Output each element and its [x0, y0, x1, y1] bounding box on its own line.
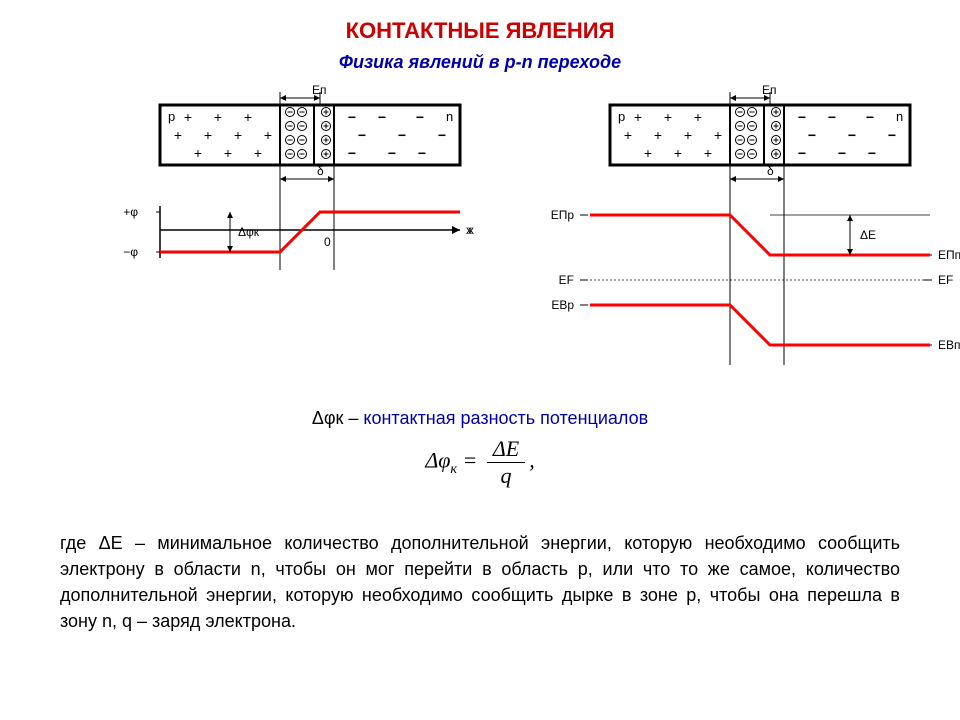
svg-text:−: − — [798, 109, 806, 125]
formula-lhs: Δφ — [425, 448, 450, 473]
svg-text:+: + — [634, 109, 642, 125]
svg-text:+: + — [694, 109, 702, 125]
svg-text:−: − — [378, 109, 386, 125]
svg-text:−φ: −φ — [123, 245, 138, 259]
caption-symbol: Δφк – — [312, 408, 364, 428]
svg-text:Δφк: Δφк — [238, 225, 260, 239]
svg-text:+: + — [234, 127, 242, 143]
svg-text:−: − — [848, 127, 856, 143]
svg-text:−: − — [358, 127, 366, 143]
svg-text:+: + — [184, 109, 192, 125]
svg-text:−: − — [418, 145, 426, 161]
svg-text:+: + — [644, 145, 652, 161]
svg-text:−: − — [416, 109, 424, 125]
svg-text:−: − — [348, 145, 356, 161]
svg-text:EF: EF — [938, 273, 953, 287]
svg-text:0: 0 — [324, 235, 331, 249]
svg-text:−: − — [868, 145, 876, 161]
svg-text:+: + — [674, 145, 682, 161]
svg-text:+: + — [194, 145, 202, 161]
svg-text:−: − — [438, 127, 446, 143]
svg-text:EF: EF — [559, 273, 574, 287]
formula-num: ΔE — [487, 436, 525, 463]
svg-text:p: p — [168, 109, 175, 124]
caption-row: Δφк – контактная разность потенциалов — [0, 408, 960, 429]
svg-text:−: − — [348, 109, 356, 125]
formula-frac: ΔEq — [487, 436, 525, 489]
svg-text:−: − — [866, 109, 874, 125]
svg-text:+: + — [244, 109, 252, 125]
svg-text:+: + — [684, 127, 692, 143]
svg-text:p: p — [618, 109, 625, 124]
svg-text:n: n — [446, 109, 453, 124]
svg-text:x: x — [468, 223, 474, 237]
svg-text:+: + — [204, 127, 212, 143]
svg-text:+φ: +φ — [123, 205, 138, 219]
svg-text:−: − — [888, 127, 896, 143]
page-title: КОНТАКТНЫЕ ЯВЛЕНИЯ — [0, 18, 960, 44]
svg-text:+: + — [174, 127, 182, 143]
svg-text:−: − — [838, 145, 846, 161]
svg-text:δ: δ — [767, 164, 774, 178]
page-subtitle: Физика явлений в p-n переходе — [0, 52, 960, 73]
formula-den: q — [487, 463, 525, 489]
svg-text:EВр: EВр — [551, 298, 574, 312]
svg-text:+: + — [624, 127, 632, 143]
formula: Δφк = ΔEq, — [0, 436, 960, 489]
svg-text:n: n — [896, 109, 903, 124]
svg-text:Еп: Еп — [762, 83, 777, 97]
svg-text:EВп: EВп — [938, 338, 960, 352]
svg-text:−: − — [828, 109, 836, 125]
svg-text:−: − — [388, 145, 396, 161]
svg-text:+: + — [254, 145, 262, 161]
svg-text:EПр: EПр — [551, 208, 575, 222]
svg-text:+: + — [654, 127, 662, 143]
svg-text:+: + — [664, 109, 672, 125]
svg-text:−: − — [808, 127, 816, 143]
explanation-paragraph: где ΔЕ – минимальное количество дополнит… — [60, 530, 900, 634]
diagrams-svg: Епpn++++++++++−−−−−−−−−δx+φ−φ0Δφкx Епpn+… — [0, 80, 960, 400]
svg-text:Еп: Еп — [312, 83, 327, 97]
formula-eq: = — [457, 448, 483, 473]
svg-text:+: + — [714, 127, 722, 143]
svg-text:+: + — [264, 127, 272, 143]
right-diagram: Епpn++++++++++−−−−−−−−−δEПрEFEВрEПпEFEВп… — [551, 83, 960, 365]
svg-text:+: + — [704, 145, 712, 161]
svg-text:−: − — [398, 127, 406, 143]
svg-text:+: + — [224, 145, 232, 161]
caption-desc: контактная разность потенциалов — [363, 408, 648, 428]
svg-text:ΔE: ΔE — [860, 228, 876, 242]
svg-text:EПп: EПп — [938, 248, 960, 262]
svg-text:−: − — [798, 145, 806, 161]
left-diagram: Епpn++++++++++−−−−−−−−−δx+φ−φ0Δφкx — [123, 83, 474, 270]
svg-text:δ: δ — [317, 164, 324, 178]
svg-text:+: + — [214, 109, 222, 125]
formula-tail: , — [529, 448, 535, 473]
